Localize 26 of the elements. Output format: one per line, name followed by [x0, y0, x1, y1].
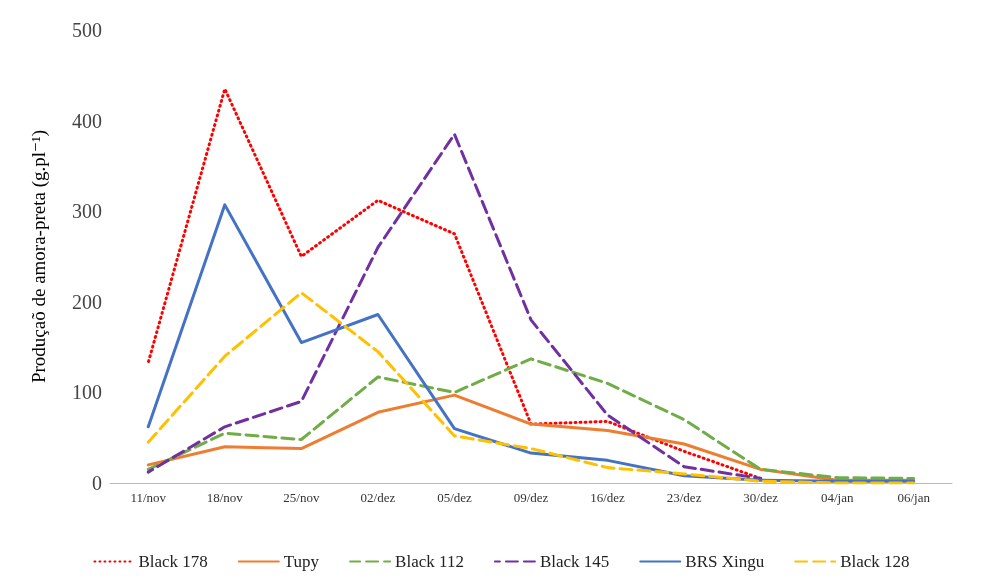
- x-tick-label: 06/jan: [897, 490, 931, 505]
- line-series: [146, 291, 916, 485]
- x-tick-label: 02/dez: [360, 490, 396, 505]
- x-tick-label: 25/nov: [283, 490, 320, 505]
- legend-label: Black 112: [395, 552, 464, 571]
- x-tick-label: 30/dez: [743, 490, 779, 505]
- y-tick-label: 500: [72, 19, 102, 41]
- y-tick-label: 300: [72, 200, 102, 223]
- x-tick-label: 18/nov: [206, 490, 244, 505]
- x-tick-label: 23/dez: [666, 490, 702, 505]
- y-tick-label: 200: [72, 290, 102, 313]
- line-series: [146, 357, 916, 480]
- y-tick-label: 100: [72, 381, 102, 404]
- x-tick-label: 05/dez: [437, 490, 473, 505]
- legend-label: Black 178: [138, 552, 208, 571]
- y-tick-label: 400: [72, 109, 102, 132]
- legend-label: BRS Xingu: [685, 552, 765, 571]
- x-tick-label: 11/nov: [130, 490, 167, 505]
- legend-label: Tupy: [283, 552, 320, 571]
- x-tick-label: 16/dez: [590, 490, 626, 505]
- legend-label: Black 128: [840, 552, 910, 571]
- x-tick-label: 09/dez: [513, 490, 549, 505]
- x-tick-label: 04/jan: [820, 490, 854, 505]
- legend-label: Black 145: [539, 552, 610, 571]
- y-axis-title: Produçaõ de amora-preta (g.pl⁻¹): [28, 129, 50, 384]
- y-tick-label: 0: [92, 472, 102, 494]
